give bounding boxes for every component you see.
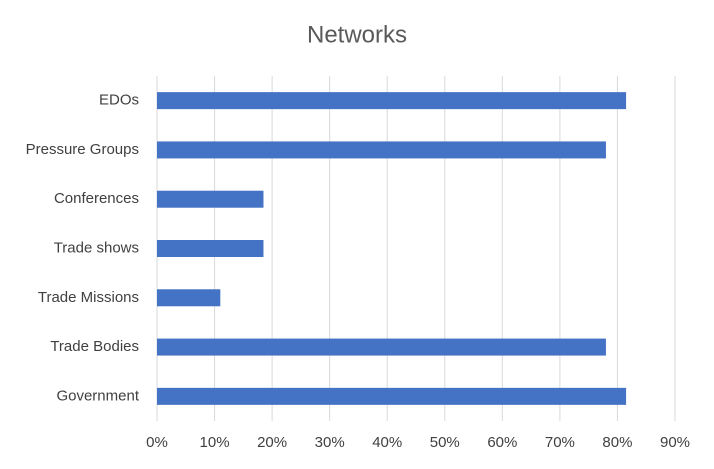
bar bbox=[157, 141, 606, 159]
y-tick-label: Government bbox=[56, 387, 139, 404]
y-tick-label: Pressure Groups bbox=[26, 141, 139, 158]
x-tick-label: 60% bbox=[487, 434, 517, 451]
bar bbox=[157, 190, 264, 208]
y-tick-label: EDOs bbox=[99, 92, 139, 109]
bar bbox=[157, 289, 221, 307]
y-tick-label: Trade shows bbox=[54, 239, 139, 256]
y-tick-label: Conferences bbox=[54, 190, 139, 207]
bar bbox=[157, 240, 264, 257]
x-tick-label: 30% bbox=[315, 434, 345, 451]
x-tick-label: 70% bbox=[545, 434, 575, 451]
bar bbox=[157, 92, 627, 110]
x-tick-label: 90% bbox=[660, 434, 690, 451]
x-tick-label: 40% bbox=[372, 434, 402, 451]
x-tick-label: 20% bbox=[257, 434, 287, 451]
y-tick-label: Trade Missions bbox=[38, 289, 139, 306]
chart-title: Networks bbox=[307, 21, 407, 48]
y-tick-label: Trade Bodies bbox=[50, 338, 139, 355]
x-tick-label: 0% bbox=[146, 434, 168, 451]
bar bbox=[157, 387, 627, 405]
bar bbox=[157, 338, 606, 356]
x-tick-label: 10% bbox=[200, 434, 230, 451]
x-tick-label: 50% bbox=[430, 434, 460, 451]
x-tick-label: 80% bbox=[602, 434, 632, 451]
